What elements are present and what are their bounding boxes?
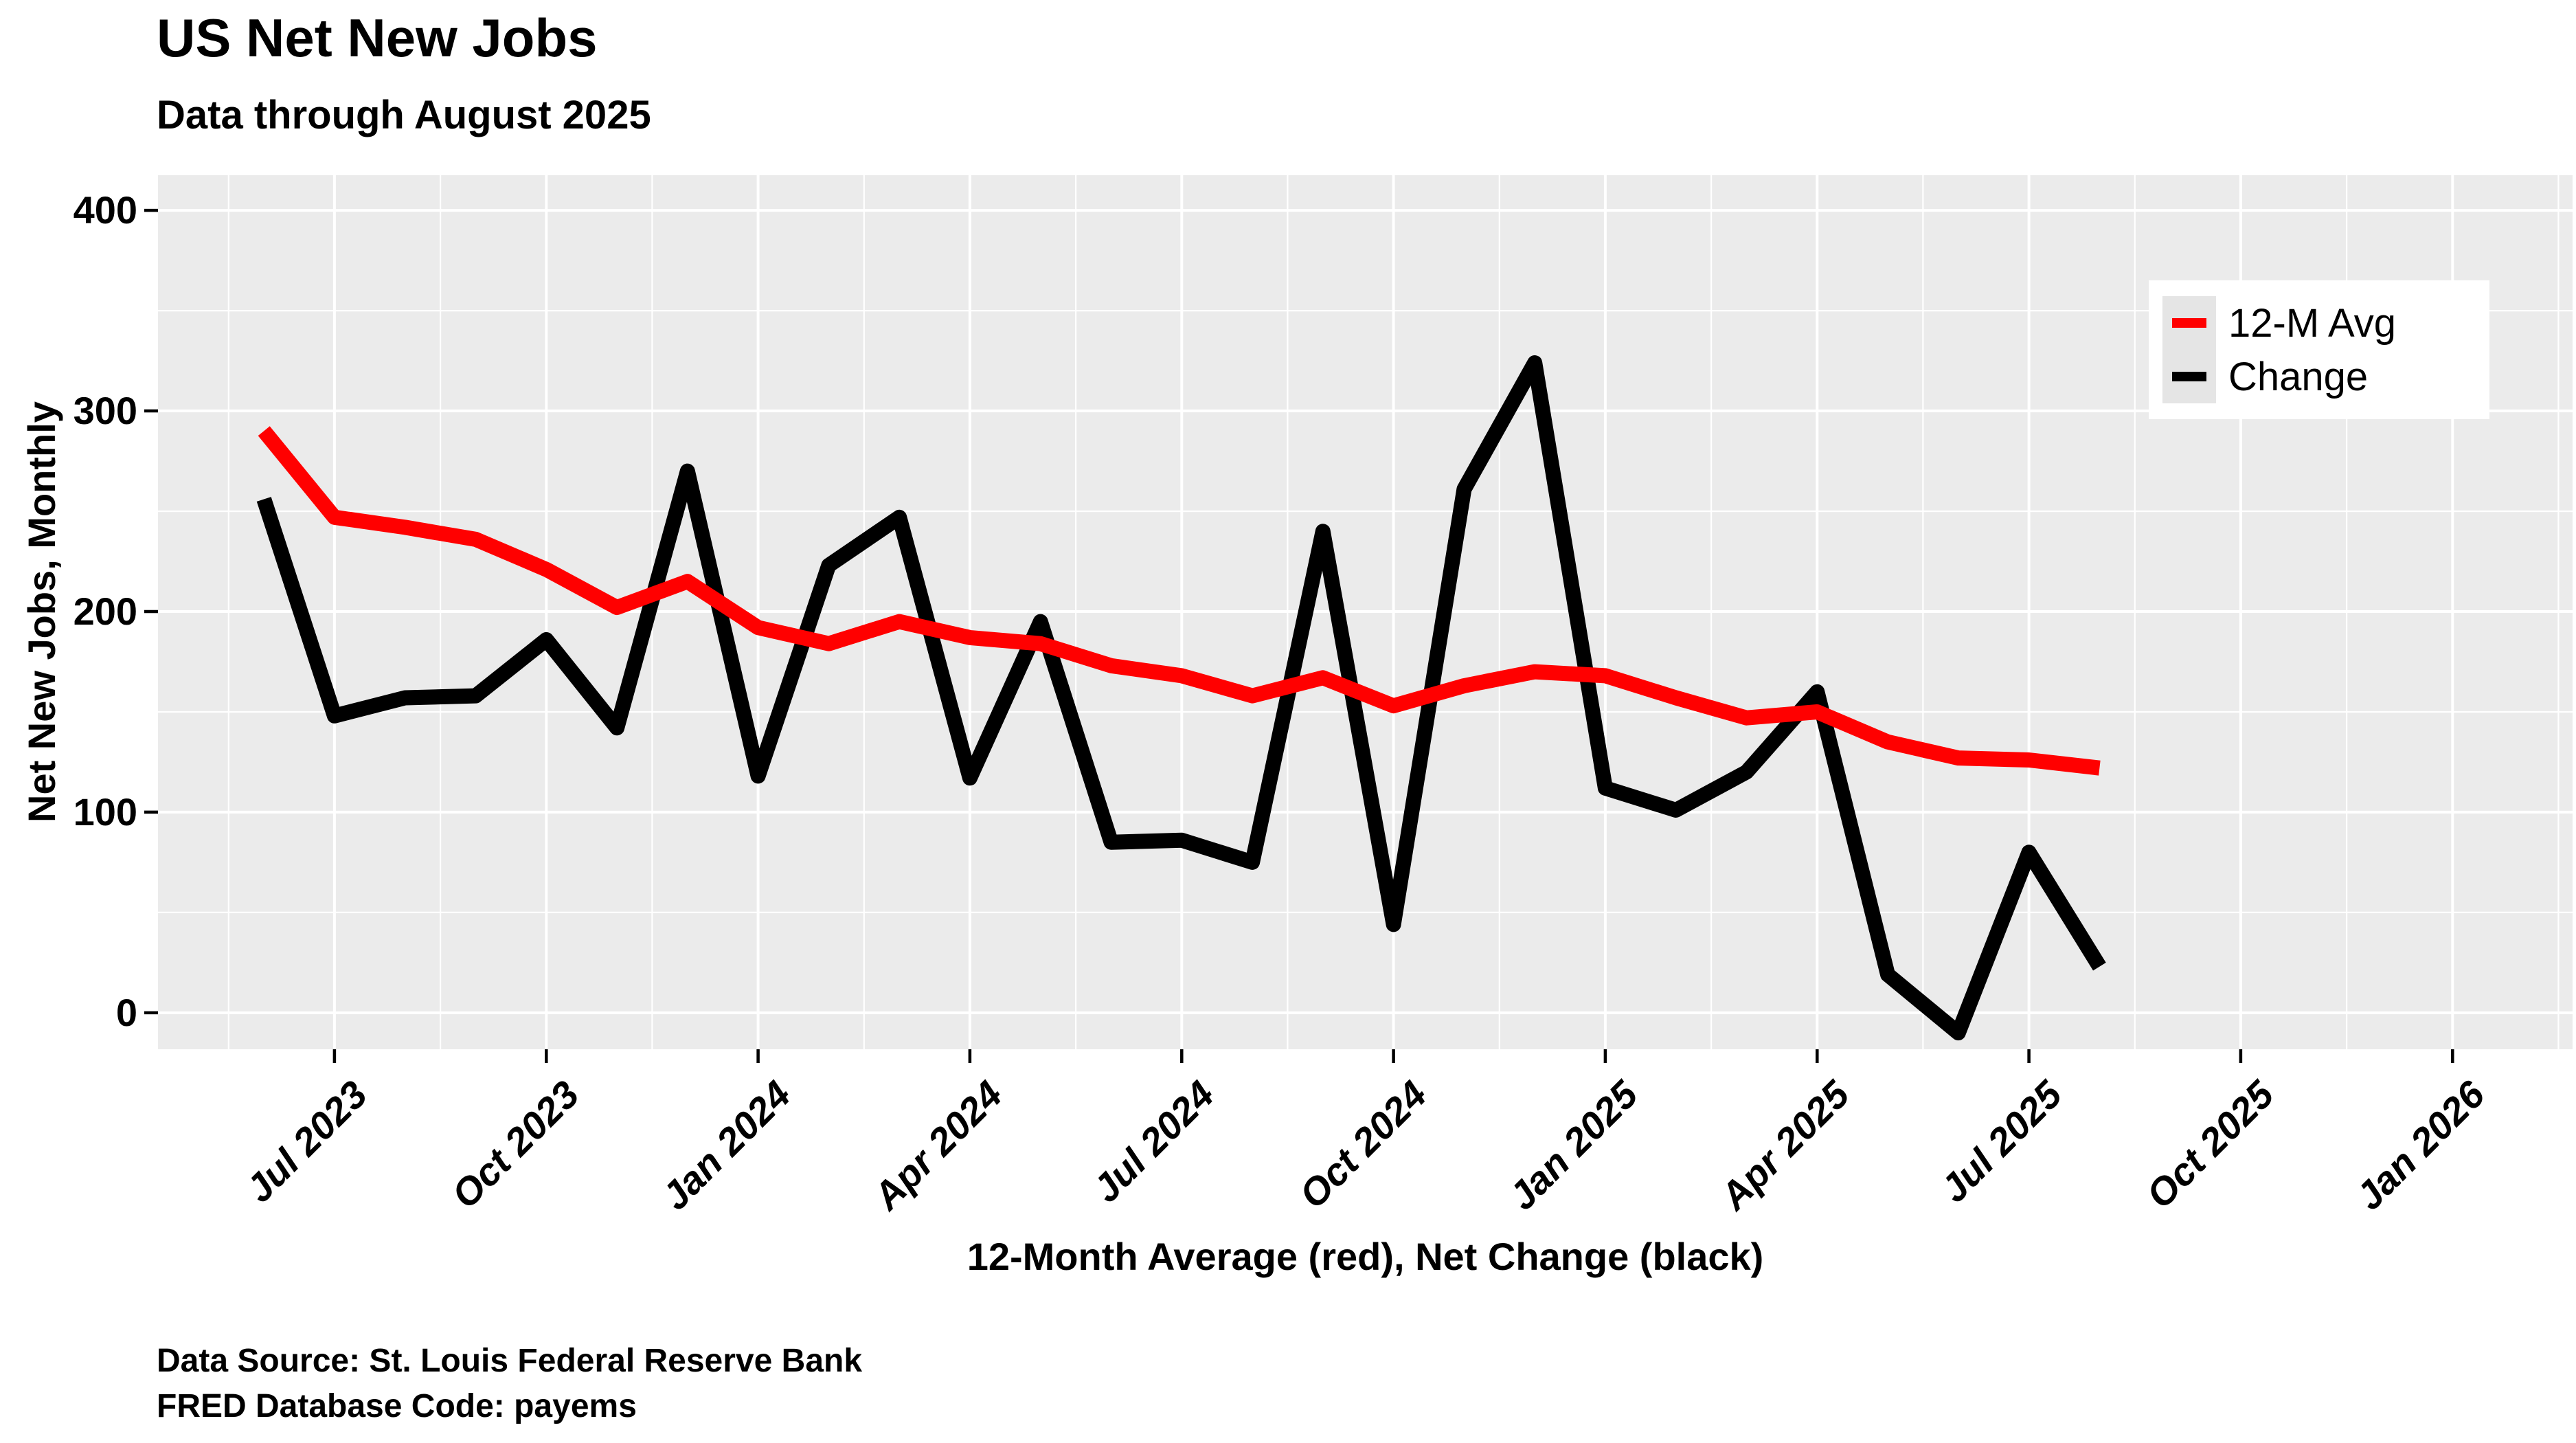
y-tick-label: 400 <box>73 188 137 232</box>
x-tick-label: Oct 2024 <box>1290 1072 1435 1217</box>
caption-source: Data Source: St. Louis Federal Reserve B… <box>157 1343 863 1379</box>
x-tick-label: Jan 2024 <box>653 1072 800 1218</box>
legend: 12-M Avg Change <box>2149 280 2489 419</box>
legend-item-avg: 12-M Avg <box>2162 296 2489 350</box>
legend-label-avg: 12-M Avg <box>2228 300 2396 346</box>
y-tick-label: 100 <box>73 790 137 834</box>
x-tick-label: Jul 2025 <box>1932 1072 2070 1211</box>
avg-line-swatch <box>2172 318 2206 328</box>
chart-subtitle: Data through August 2025 <box>157 93 651 137</box>
x-tick-label: Oct 2023 <box>442 1072 587 1217</box>
y-tick-label: 300 <box>73 389 137 432</box>
x-tick-label: Jan 2025 <box>1500 1072 1647 1218</box>
x-tick-label: Jul 2024 <box>1084 1072 1223 1211</box>
x-tick-label: Oct 2025 <box>2137 1072 2282 1217</box>
x-tick-label: Apr 2024 <box>865 1072 1011 1218</box>
y-tick-label: 0 <box>115 991 137 1034</box>
chart-title: US Net New Jobs <box>157 8 598 68</box>
avg-line <box>258 426 2101 776</box>
x-tick-label: Jan 2026 <box>2347 1072 2494 1218</box>
legend-key-change <box>2162 350 2216 403</box>
x-tick-label: Apr 2025 <box>1712 1072 1858 1218</box>
legend-label-change: Change <box>2228 354 2369 399</box>
legend-item-change: Change <box>2162 350 2489 403</box>
caption: Data Source: St. Louis Federal Reserve B… <box>157 1339 862 1429</box>
change-line-swatch <box>2172 372 2206 381</box>
x-axis-title: 12-Month Average (red), Net Change (blac… <box>967 1235 1764 1278</box>
legend-key-avg <box>2162 296 2216 350</box>
y-tick-label: 200 <box>73 590 137 633</box>
x-tick-label: Jul 2023 <box>237 1072 376 1211</box>
caption-fred-code: FRED Database Code: payems <box>157 1388 637 1424</box>
